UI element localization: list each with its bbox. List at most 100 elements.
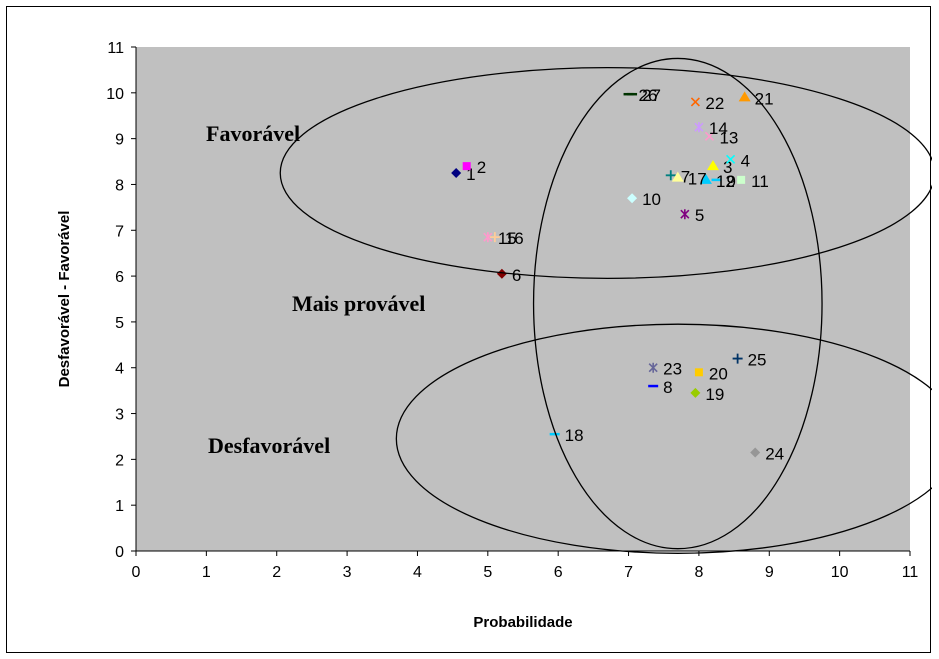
- point-marker: [671, 171, 684, 182]
- data-point-9: 9: [711, 172, 736, 191]
- x-tick-label: 10: [831, 564, 849, 581]
- y-tick-label: 2: [115, 452, 124, 469]
- point-label: 5: [695, 206, 704, 225]
- data-point-10: 10: [627, 190, 661, 209]
- point-label: 27: [642, 86, 661, 105]
- data-point-1: 1: [451, 165, 476, 184]
- point-marker: [694, 368, 703, 377]
- data-point-6: 6: [496, 266, 521, 285]
- point-label: 8: [663, 378, 672, 397]
- x-tick-label: 6: [554, 564, 563, 581]
- point-label: 9: [727, 172, 736, 191]
- point-label: 10: [642, 190, 661, 209]
- point-label: 21: [755, 89, 774, 108]
- data-point-2: 2: [462, 158, 486, 177]
- y-tick-label: 0: [115, 544, 124, 561]
- data-point-22: 22: [690, 94, 724, 113]
- data-point-25: 25: [732, 351, 767, 370]
- y-tick-label: 7: [115, 223, 124, 240]
- point-label: 18: [565, 426, 584, 445]
- data-point-3: 3: [706, 158, 732, 177]
- data-point-18: 18: [549, 426, 584, 445]
- point-marker: [496, 268, 507, 279]
- point-marker: [648, 362, 658, 373]
- point-label: 7: [681, 167, 690, 186]
- data-point-24: 24: [750, 444, 784, 463]
- ellipse-mais-provavel: [532, 57, 823, 550]
- point-label: 12: [716, 172, 735, 191]
- point-marker: [726, 154, 736, 164]
- x-tick-label: 8: [694, 564, 703, 581]
- data-points: 1 2 3 4567891011121314151617181920212223242…: [451, 86, 784, 463]
- point-marker: [690, 387, 701, 398]
- y-tick-label: 11: [107, 40, 124, 57]
- point-marker: [738, 91, 751, 102]
- y-tick-label: 9: [115, 132, 124, 149]
- y-tick-label: 10: [106, 86, 124, 103]
- x-tick-label: 1: [202, 564, 211, 581]
- data-point-7: 7: [665, 167, 690, 186]
- point-label: 22: [705, 94, 724, 113]
- point-label: 6: [512, 266, 521, 285]
- x-tick-label: 11: [902, 564, 919, 581]
- point-label: 1: [466, 165, 475, 184]
- x-tick-label: 5: [483, 564, 492, 581]
- x-tick-label: 7: [624, 564, 633, 581]
- point-marker: [451, 168, 462, 178]
- data-point-11: 11: [737, 172, 769, 191]
- chart-frame: 0 1 2 3 4 5 6 7 8 9 10 11 0 1 2 3 4 5 6 7 8 9 10 11 1 2 3 4 5 6 7 8 9 10…: [6, 6, 939, 653]
- plot-area: [136, 47, 910, 551]
- data-point-4: 4: [726, 151, 750, 170]
- data-point-15: 15: [483, 229, 517, 248]
- data-point-5: 5: [680, 206, 704, 225]
- point-marker: [680, 209, 690, 220]
- point-label: 3: [723, 158, 732, 177]
- point-marker: [462, 162, 471, 171]
- x-tick-label: 0: [132, 564, 141, 581]
- y-tick-label: 1: [115, 498, 124, 515]
- data-point-21: 21: [738, 89, 774, 108]
- point-label: 26: [639, 86, 658, 105]
- data-point-16: 16: [489, 229, 524, 248]
- y-tick-label: 5: [115, 315, 124, 332]
- point-label: 2: [477, 158, 486, 177]
- y-tick-label: 6: [115, 269, 124, 286]
- data-point-14: 14: [694, 119, 728, 138]
- point-label: 16: [505, 229, 524, 248]
- point-marker: [489, 232, 500, 243]
- point-marker: [737, 175, 746, 184]
- data-point-17: 17: [671, 170, 707, 189]
- data-point-20: 20: [694, 364, 728, 383]
- point-label: 19: [705, 385, 724, 404]
- point-marker: [483, 232, 493, 243]
- point-label: 17: [688, 170, 707, 189]
- data-point-12: 12: [699, 172, 735, 191]
- region-label: Favorável: [206, 121, 300, 146]
- point-marker: [694, 122, 704, 133]
- region-label: Desfavorável: [208, 433, 330, 458]
- y-tick-label: 3: [115, 407, 124, 424]
- x-tick-label: 4: [413, 564, 422, 581]
- data-point-13: 13: [704, 128, 738, 147]
- region-label: Mais provável: [292, 291, 425, 316]
- point-marker: [704, 131, 715, 141]
- point-label: 24: [765, 444, 784, 463]
- point-label: 13: [719, 128, 738, 147]
- point-marker: [699, 173, 712, 184]
- point-label: 25: [748, 351, 767, 370]
- data-point-27: 27: [627, 86, 661, 105]
- y-tick-label: 8: [115, 177, 124, 194]
- point-marker: [706, 160, 719, 171]
- point-marker: [627, 193, 638, 204]
- point-marker: [732, 353, 743, 364]
- point-label: 14: [709, 119, 728, 138]
- x-tick-label: 3: [343, 564, 352, 581]
- y-axis-title: Desfavorável - Favorável: [56, 211, 73, 388]
- region-labels: Favorável Mais provável Desfavorável: [206, 121, 425, 458]
- point-marker: [690, 97, 700, 107]
- point-label: 11: [751, 172, 769, 191]
- point-label: 23: [663, 360, 682, 379]
- point-marker: [750, 447, 761, 458]
